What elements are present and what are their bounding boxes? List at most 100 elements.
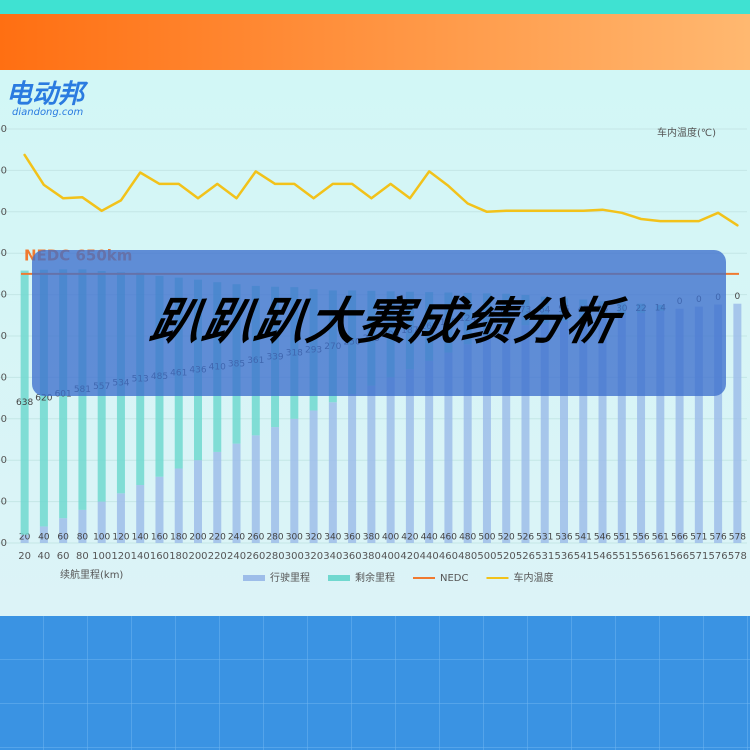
y-tick-label: 600 <box>0 290 7 301</box>
bar <box>694 306 703 543</box>
x-tick-label: 380 <box>362 551 381 562</box>
bar <box>271 427 280 543</box>
x-tick-label: 340 <box>323 551 342 562</box>
bar <box>425 360 434 543</box>
data-label: 340 <box>324 533 341 543</box>
x-tick-label: 420 <box>400 551 419 562</box>
x-axis-label: 续航里程(km) <box>60 568 123 581</box>
x-tick-label: 360 <box>343 551 362 562</box>
x-tick-label: 120 <box>111 551 130 562</box>
x-tick-label: 571 <box>689 551 708 562</box>
bar <box>39 269 48 527</box>
legend-swatch <box>328 575 350 581</box>
data-label: 40 <box>38 533 50 543</box>
bar <box>20 270 29 535</box>
data-label: 571 <box>690 533 707 543</box>
x-tick-label: 541 <box>574 551 593 562</box>
bar <box>560 321 568 543</box>
data-label: 80 <box>77 533 89 543</box>
data-label: 120 <box>112 533 129 543</box>
x-tick-label: 460 <box>439 551 458 562</box>
bar <box>714 304 723 543</box>
data-label: 60 <box>57 533 69 543</box>
x-tick-label: 526 <box>516 551 535 562</box>
x-tick-label: 480 <box>458 551 477 562</box>
legend-swatch <box>243 575 265 581</box>
y-tick-label: 800 <box>0 207 7 218</box>
data-label: 551 <box>613 533 630 543</box>
bar <box>213 451 222 543</box>
data-label: 20 <box>19 533 31 543</box>
legend-label: 行驶里程 <box>270 571 310 584</box>
bar <box>598 316 607 543</box>
bar <box>39 526 48 543</box>
data-label: 531 <box>536 533 553 543</box>
data-label: 460 <box>440 533 457 543</box>
x-tick-label: 280 <box>266 551 285 562</box>
bar <box>444 352 453 543</box>
x-tick-label: 440 <box>420 551 439 562</box>
data-label: 360 <box>344 533 361 543</box>
bar <box>502 327 511 543</box>
data-label: 180 <box>170 533 187 543</box>
bar <box>309 410 318 543</box>
bar <box>136 485 145 543</box>
data-label: 620 <box>35 394 52 404</box>
bar <box>617 314 626 543</box>
bar <box>521 325 530 543</box>
bar <box>733 303 742 543</box>
data-label: 240 <box>228 533 245 543</box>
x-tick-label: 400 <box>381 551 400 562</box>
banner-box <box>32 250 726 396</box>
data-label: 566 <box>671 533 688 543</box>
x-tick-label: 578 <box>728 551 747 562</box>
bar <box>367 385 376 543</box>
x-tick-label: 500 <box>477 551 496 562</box>
x-tick-label: 551 <box>612 551 631 562</box>
data-label: 556 <box>632 533 649 543</box>
data-label: 546 <box>594 533 611 543</box>
bar <box>97 501 106 543</box>
bar <box>463 344 472 543</box>
banner-title: 趴趴趴大赛成绩分析 <box>146 292 631 350</box>
y-tick-label: 700 <box>0 248 7 259</box>
legend-label: NEDC <box>440 573 468 584</box>
temperature-line <box>23 153 739 227</box>
y-tick-label: 1000 <box>0 124 7 135</box>
bar <box>290 418 299 543</box>
x-tick-label: 80 <box>76 551 89 562</box>
bar <box>232 443 241 543</box>
data-label: 578 <box>729 533 746 543</box>
data-label: 561 <box>652 533 669 543</box>
bar <box>251 435 260 543</box>
bar <box>78 509 87 543</box>
x-tick-label: 260 <box>246 551 265 562</box>
x-tick-label: 556 <box>632 551 651 562</box>
data-label: 480 <box>459 533 476 543</box>
x-tick-label: 100 <box>92 551 111 562</box>
data-label: 320 <box>305 533 322 543</box>
x-tick-label: 240 <box>227 551 246 562</box>
x-tick-label: 561 <box>651 551 670 562</box>
data-label: 100 <box>93 533 110 543</box>
legend-label: 剩余里程 <box>355 571 395 584</box>
y-tick-label: 400 <box>0 372 7 383</box>
data-label: 638 <box>16 398 33 408</box>
y-tick-label: 100 <box>0 497 7 508</box>
bar <box>540 323 549 543</box>
data-label: 300 <box>286 533 303 543</box>
x-tick-label: 546 <box>593 551 612 562</box>
data-label: 400 <box>382 533 399 543</box>
x-tick-label: 200 <box>188 551 207 562</box>
data-label: 280 <box>266 533 283 543</box>
y-tick-label: 900 <box>0 165 7 176</box>
data-label: 536 <box>555 533 572 543</box>
bar <box>348 393 357 543</box>
bottom-grid <box>0 616 750 750</box>
legend-label: 车内温度 <box>513 571 553 584</box>
logo-name: 电动邦 <box>6 80 89 110</box>
data-label: 520 <box>498 533 515 543</box>
top-strip <box>0 0 750 14</box>
bar <box>174 468 183 543</box>
